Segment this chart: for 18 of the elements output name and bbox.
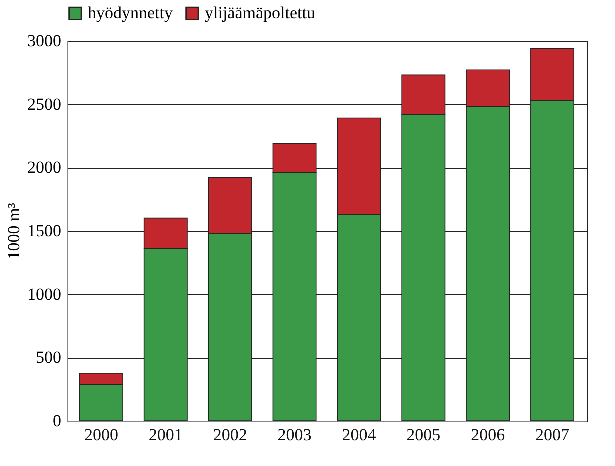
x-tick-label: 2007 [536,426,570,444]
x-tick-label: 2000 [84,426,118,444]
y-tick-label: 1000 [28,284,62,304]
x-tick-label: 2005 [406,426,441,444]
x-tick-label: 2001 [148,426,183,444]
legend-label: ylijäämäpoltettu [205,4,316,23]
y-axis-title: 1000 m³ [4,203,24,260]
x-tick-label: 2006 [471,426,506,444]
y-tick-label: 3000 [28,32,62,50]
y-tick-label: 0 [53,412,62,430]
x-tick-label: 2003 [278,426,312,444]
legend-label: hyödynnetty [88,4,174,23]
y-tick-label: 1500 [28,222,62,240]
y-tick-label: 2500 [28,94,62,114]
x-tick-label: 2002 [213,426,248,444]
y-tick-label: 2000 [28,158,62,178]
y-tick-label: 500 [36,348,62,368]
x-tick-label: 2004 [342,426,377,444]
